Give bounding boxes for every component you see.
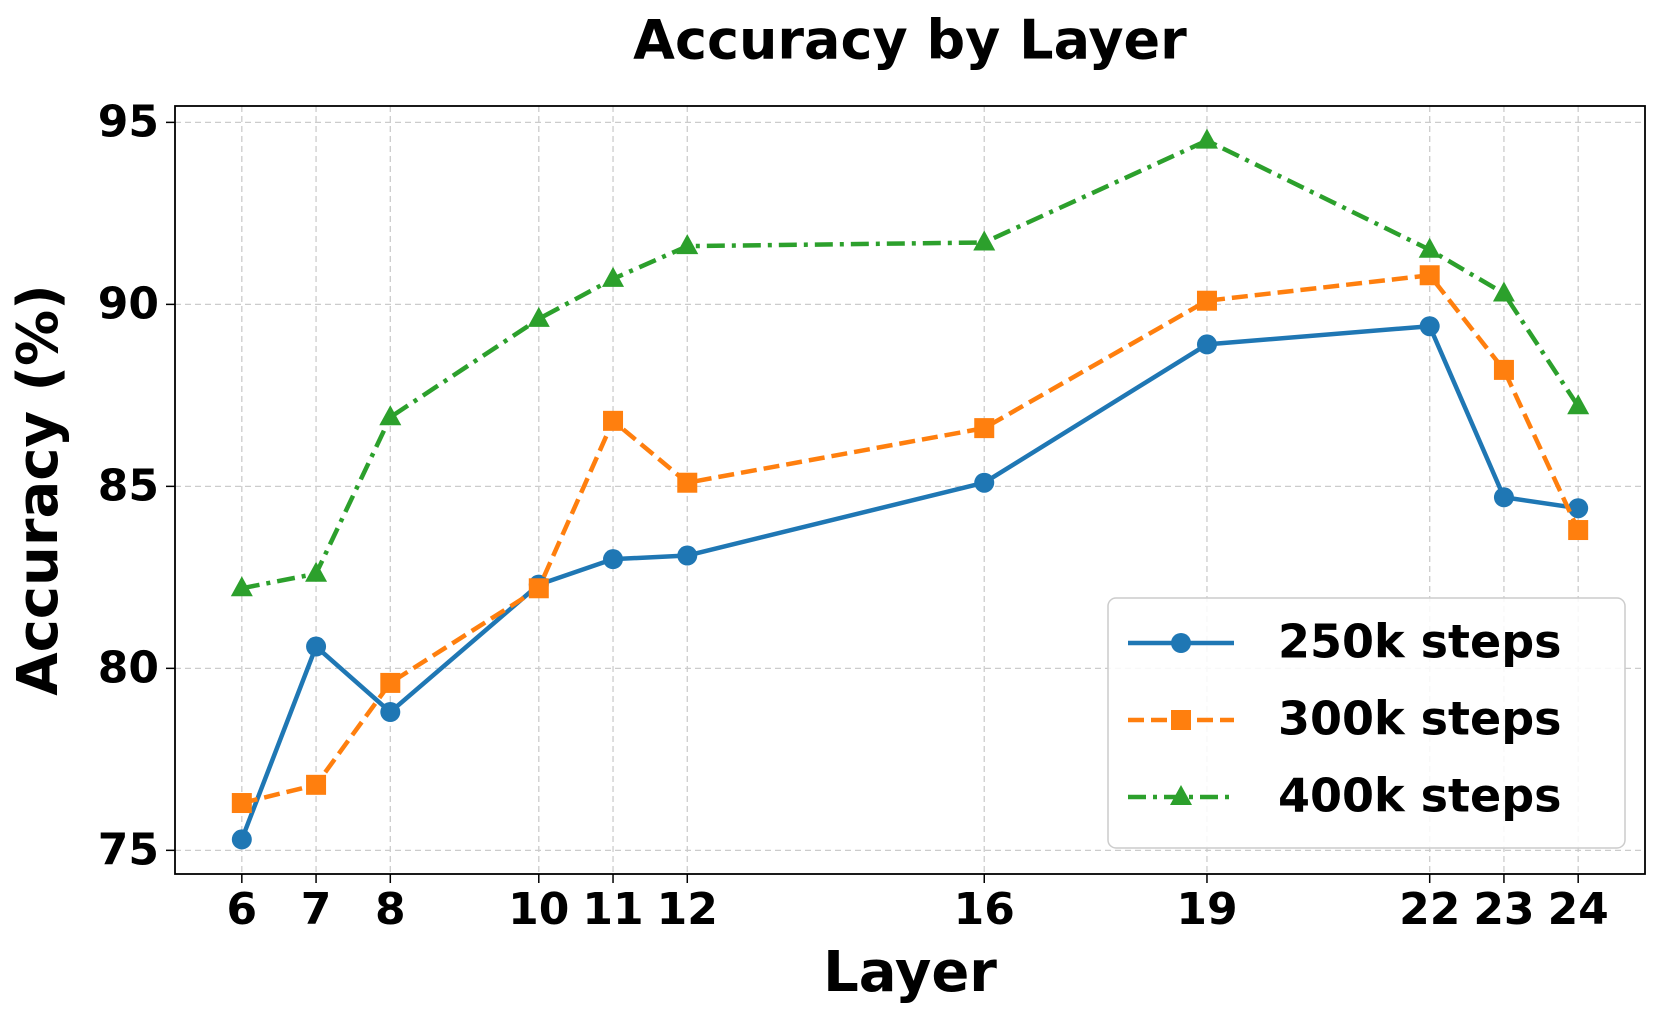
legend-label: 250k steps (1278, 615, 1562, 669)
marker (602, 266, 625, 287)
legend-marker (1170, 785, 1192, 805)
marker (380, 702, 401, 723)
marker (603, 410, 624, 431)
marker (1195, 128, 1218, 149)
y-tick-label: 95 (98, 96, 159, 147)
x-tick-label: 11 (582, 884, 643, 935)
marker (1419, 265, 1440, 286)
marker (231, 793, 252, 814)
legend-marker (1171, 710, 1191, 730)
marker (231, 829, 252, 850)
marker (380, 672, 401, 693)
series-line (241, 138, 1581, 591)
x-tick-label: 24 (1548, 884, 1609, 935)
marker (305, 561, 328, 582)
x-tick-label: 22 (1399, 884, 1460, 935)
marker (528, 578, 549, 599)
marker (676, 234, 699, 255)
y-tick-label: 75 (98, 824, 159, 875)
marker (973, 230, 996, 251)
marker (1196, 290, 1217, 311)
marker (230, 576, 253, 597)
y-tick-label: 80 (98, 642, 159, 693)
plot-frame (174, 105, 1646, 875)
marker (1567, 394, 1590, 415)
legend-label: 400k steps (1278, 769, 1562, 823)
x-tick-label: 19 (1176, 884, 1237, 935)
y-tick-label: 85 (98, 460, 159, 511)
marker (677, 472, 698, 493)
marker (379, 405, 402, 426)
legend-label: 300k steps (1278, 692, 1562, 746)
marker (603, 549, 624, 570)
marker (306, 774, 327, 795)
marker (1493, 359, 1514, 380)
y-axis-label: Accuracy (%) (6, 284, 71, 696)
marker (527, 306, 550, 327)
x-tick-label: 7 (301, 884, 332, 935)
x-tick-label: 6 (227, 884, 258, 935)
marker (1492, 281, 1515, 302)
x-tick-label: 16 (954, 884, 1015, 935)
marker (974, 418, 995, 439)
legend-marker (1171, 633, 1191, 653)
legend-box (1107, 597, 1626, 849)
marker (1418, 237, 1441, 258)
marker (1568, 498, 1589, 519)
marker (1568, 520, 1589, 541)
x-tick-label: 10 (508, 884, 569, 935)
marker (1196, 334, 1217, 355)
marker (1493, 487, 1514, 508)
marker (306, 636, 327, 657)
marker (974, 472, 995, 493)
x-tick-label: 12 (657, 884, 718, 935)
marker (677, 545, 698, 566)
marker (1419, 316, 1440, 337)
x-tick-label: 8 (375, 884, 406, 935)
y-tick-label: 90 (98, 278, 159, 329)
chart-title: Accuracy by Layer (633, 9, 1187, 72)
x-axis-label: Layer (823, 940, 997, 1005)
x-tick-label: 23 (1473, 884, 1534, 935)
